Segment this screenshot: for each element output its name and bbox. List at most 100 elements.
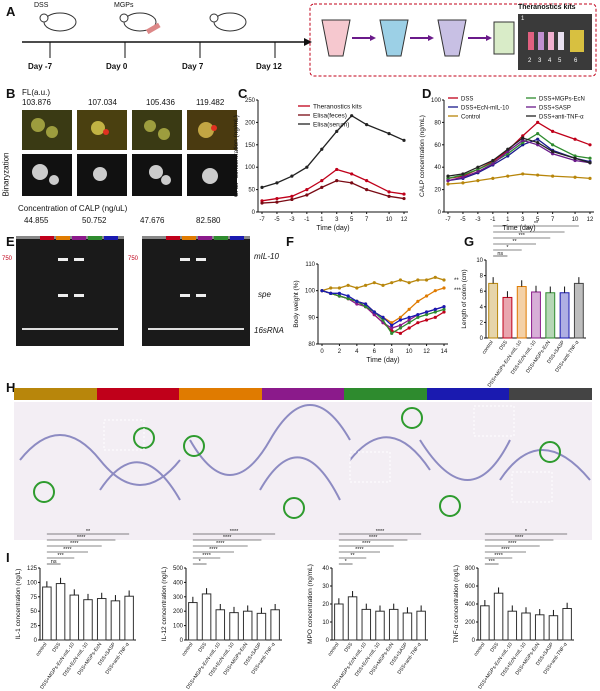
panel-a: DSS MGPs Day -7 Day 0 Day 7 Day 12 Thera… [0, 0, 600, 84]
data-point [476, 167, 480, 172]
legend-label: Elisa(serum) [313, 122, 349, 129]
data-point [372, 313, 376, 317]
sig-label: **** [494, 553, 503, 559]
bar [521, 612, 531, 641]
data-point [442, 286, 446, 290]
chart-C: 0 50 100 150 200 250 CALP concentration (ng/mL… [233, 98, 408, 232]
data-point [365, 123, 369, 127]
mgps-label: MGPs [114, 2, 134, 9]
data-point [290, 194, 294, 198]
bar [242, 610, 253, 641]
panel-label-e: E [6, 234, 15, 249]
x-tick-label: 1 [320, 217, 324, 223]
legend-label: DSS+MGPs-EcN [539, 97, 585, 103]
data-point [402, 138, 406, 142]
series-line [261, 168, 405, 202]
x-tick-label: -1 [490, 217, 496, 223]
gene-label: 16sRNA [254, 326, 284, 335]
bar [375, 610, 385, 641]
bar [573, 282, 584, 339]
x-tick-label: -7 [259, 217, 265, 223]
data-point [350, 114, 354, 118]
panel-label-i: I [6, 550, 10, 565]
data-point [390, 331, 394, 335]
data-point [521, 143, 525, 147]
bar [110, 600, 121, 641]
legend-label: Theranostics kits [313, 104, 363, 111]
data-point [320, 147, 324, 151]
y-tick-label: 800 [465, 566, 476, 572]
data-point [398, 278, 403, 282]
data-point [424, 310, 429, 314]
sig-label: **** [376, 529, 385, 535]
category-label: DSS [343, 641, 354, 653]
data-point [424, 318, 429, 322]
data-point [521, 138, 525, 142]
dss-label: DSS [34, 2, 49, 9]
x-tick-label: 2 [338, 349, 342, 355]
gel-image [16, 236, 124, 346]
data-point [260, 185, 264, 189]
tube-icon [321, 19, 351, 57]
bar [69, 594, 80, 641]
sig-label: **** [355, 547, 364, 553]
group-color-swatch [344, 388, 427, 400]
data-point [536, 120, 540, 124]
data-point [424, 313, 429, 317]
chart-F: 80 90 100 110 Body weight (%) Time (day) 0 2 4 6 8… [293, 262, 462, 364]
y-tick-label: 4 [480, 305, 484, 311]
data-point [416, 278, 420, 282]
data-point [551, 129, 555, 133]
bar [388, 608, 399, 641]
x-tick-label: 5 [536, 217, 540, 223]
series-line [447, 173, 591, 185]
data-point [442, 310, 446, 314]
data-point [402, 192, 406, 196]
data-point [329, 286, 333, 290]
timeline-day-minus7: Day -7 [28, 62, 53, 71]
y-tick-label: 0 [252, 210, 256, 216]
data-point [390, 281, 394, 285]
x-tick-label: 3 [335, 217, 339, 223]
data-point [335, 167, 339, 172]
kit-title: Theranostics kits [518, 4, 576, 11]
y-tick-label: 75 [30, 595, 37, 601]
data-point [588, 156, 592, 160]
calp-value: 47.676 [140, 216, 165, 225]
data-point [363, 283, 368, 287]
y-tick-label: 125 [27, 566, 38, 572]
legend-label: Elisa(feces) [313, 113, 347, 120]
x-tick-label: -3 [475, 217, 481, 223]
data-point [346, 283, 350, 287]
panel-a-schematic [22, 3, 597, 77]
sig-label: *** [454, 288, 462, 294]
sig-label: ** [512, 239, 517, 245]
data-point [398, 331, 403, 335]
chart-I1: 0 25 50 75 100 125 IL-1 concentration (ng/L) co… [15, 529, 136, 691]
x-tick-label: 7 [551, 217, 555, 223]
sig-label: **** [209, 547, 218, 553]
y-tick-label: 0 [480, 336, 484, 342]
data-point [536, 143, 540, 147]
panel-label-g: G [464, 234, 475, 249]
data-point [365, 179, 369, 183]
data-point [506, 147, 510, 151]
sig-label: **** [63, 547, 72, 553]
data-point [398, 315, 403, 319]
fl-label: FL(a.u.) [22, 88, 51, 97]
x-tick-label: -5 [274, 217, 280, 223]
x-tick-label: 10 [386, 217, 393, 223]
panel-label-f: F [286, 234, 294, 249]
y-axis-label: IL-12 concentration (ng/L) [161, 567, 168, 641]
data-point [446, 179, 450, 183]
data-point [521, 172, 525, 176]
bar [96, 598, 107, 641]
fluorescence-image [132, 110, 182, 150]
group-color-swatch [14, 388, 97, 400]
bar [42, 586, 52, 641]
data-point [381, 315, 385, 319]
y-tick-label: 0 [326, 638, 330, 644]
y-tick-label: 200 [465, 620, 476, 626]
data-point [260, 201, 264, 205]
